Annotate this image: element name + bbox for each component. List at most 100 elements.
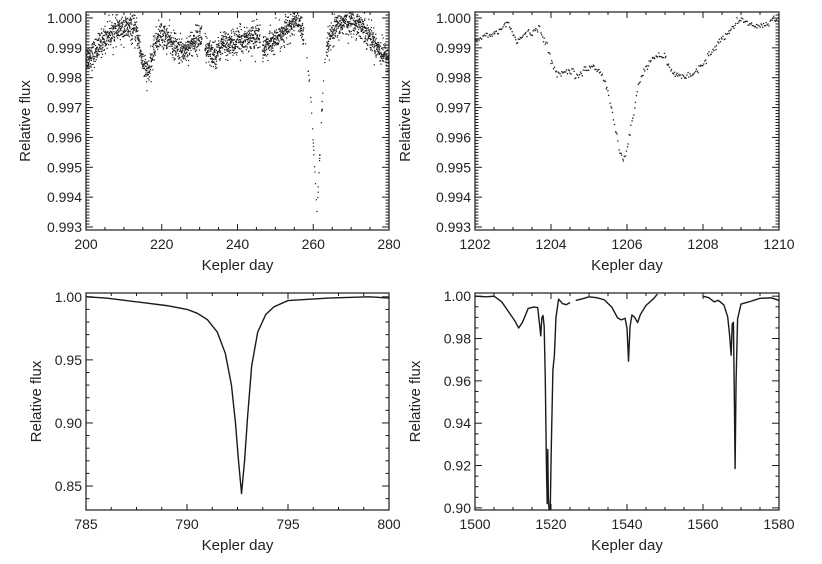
data-point	[301, 35, 303, 37]
data-point	[104, 31, 106, 33]
data-point	[273, 34, 275, 37]
data-point	[121, 26, 124, 28]
data-point	[101, 53, 104, 55]
data-point	[279, 37, 282, 39]
data-point	[618, 149, 620, 151]
data-point	[245, 38, 247, 41]
data-point	[707, 54, 710, 57]
data-point	[230, 39, 233, 41]
data-point	[171, 50, 174, 53]
data-point	[137, 43, 139, 45]
data-point	[288, 21, 290, 23]
data-point	[335, 35, 337, 38]
data-point	[712, 48, 714, 51]
data-point	[334, 25, 337, 27]
data-point	[367, 27, 369, 29]
data-point	[112, 28, 114, 30]
data-point	[226, 41, 228, 43]
data-point	[198, 25, 200, 27]
data-point	[104, 42, 106, 44]
data-point	[545, 41, 547, 43]
data-point	[277, 31, 279, 34]
data-point	[175, 32, 177, 35]
data-point	[298, 19, 301, 21]
data-point	[158, 34, 160, 36]
data-point	[137, 47, 139, 50]
data-point	[222, 43, 224, 46]
data-point	[135, 27, 137, 29]
data-point	[241, 43, 243, 45]
data-point	[91, 50, 93, 53]
data-point	[215, 58, 217, 61]
data-point	[682, 75, 685, 77]
data-point	[368, 36, 370, 38]
data-point	[284, 25, 286, 27]
data-point	[125, 19, 127, 21]
data-point	[340, 26, 342, 29]
data-point	[269, 30, 271, 32]
data-point	[138, 41, 141, 43]
data-point	[611, 111, 614, 114]
data-point	[118, 25, 121, 27]
data-point	[744, 21, 746, 23]
data-point	[206, 52, 208, 54]
data-point	[240, 29, 242, 31]
data-point	[123, 46, 125, 49]
data-point	[282, 39, 285, 41]
data-point	[373, 64, 375, 66]
data-point	[194, 40, 196, 42]
data-point	[105, 44, 107, 46]
data-point	[223, 36, 225, 38]
data-point	[212, 52, 214, 54]
data-point	[288, 25, 290, 27]
data-point	[573, 70, 575, 72]
data-point	[559, 73, 561, 75]
data-point	[289, 42, 292, 44]
data-point	[287, 16, 290, 18]
data-point	[719, 41, 722, 43]
data-point	[647, 65, 650, 67]
data-point	[383, 54, 385, 56]
data-point	[186, 54, 189, 56]
data-point	[210, 48, 212, 50]
data-point	[123, 35, 125, 38]
data-point	[287, 16, 289, 18]
data-point	[226, 50, 228, 52]
data-point	[587, 69, 590, 72]
x-tick-label: 200	[74, 236, 98, 252]
data-point	[294, 24, 297, 26]
data-point	[178, 43, 180, 46]
data-point	[380, 52, 382, 54]
data-point	[570, 73, 572, 75]
data-point	[88, 67, 90, 69]
data-point	[228, 45, 230, 48]
data-point	[179, 32, 182, 34]
data-point	[276, 35, 279, 37]
data-point	[100, 50, 102, 52]
data-point	[243, 26, 246, 28]
data-point	[115, 35, 118, 37]
data-point	[190, 38, 193, 40]
data-point	[88, 64, 90, 66]
data-point	[145, 67, 148, 70]
data-point	[238, 36, 241, 38]
data-point	[232, 39, 234, 41]
data-point	[190, 49, 192, 52]
data-point	[154, 52, 156, 54]
data-point	[336, 36, 339, 38]
data-point	[242, 35, 244, 37]
data-point	[232, 31, 235, 33]
data-point	[94, 38, 96, 40]
data-point	[224, 35, 226, 37]
data-point	[329, 28, 331, 30]
data-point	[93, 41, 96, 44]
y-tick-label: 0.90	[55, 415, 82, 431]
data-point	[584, 69, 586, 71]
data-point	[293, 23, 295, 25]
data-point	[99, 34, 101, 36]
data-point	[610, 106, 612, 108]
data-point	[287, 31, 290, 33]
data-point	[109, 33, 111, 35]
data-point	[160, 25, 162, 27]
data-point	[283, 27, 285, 30]
